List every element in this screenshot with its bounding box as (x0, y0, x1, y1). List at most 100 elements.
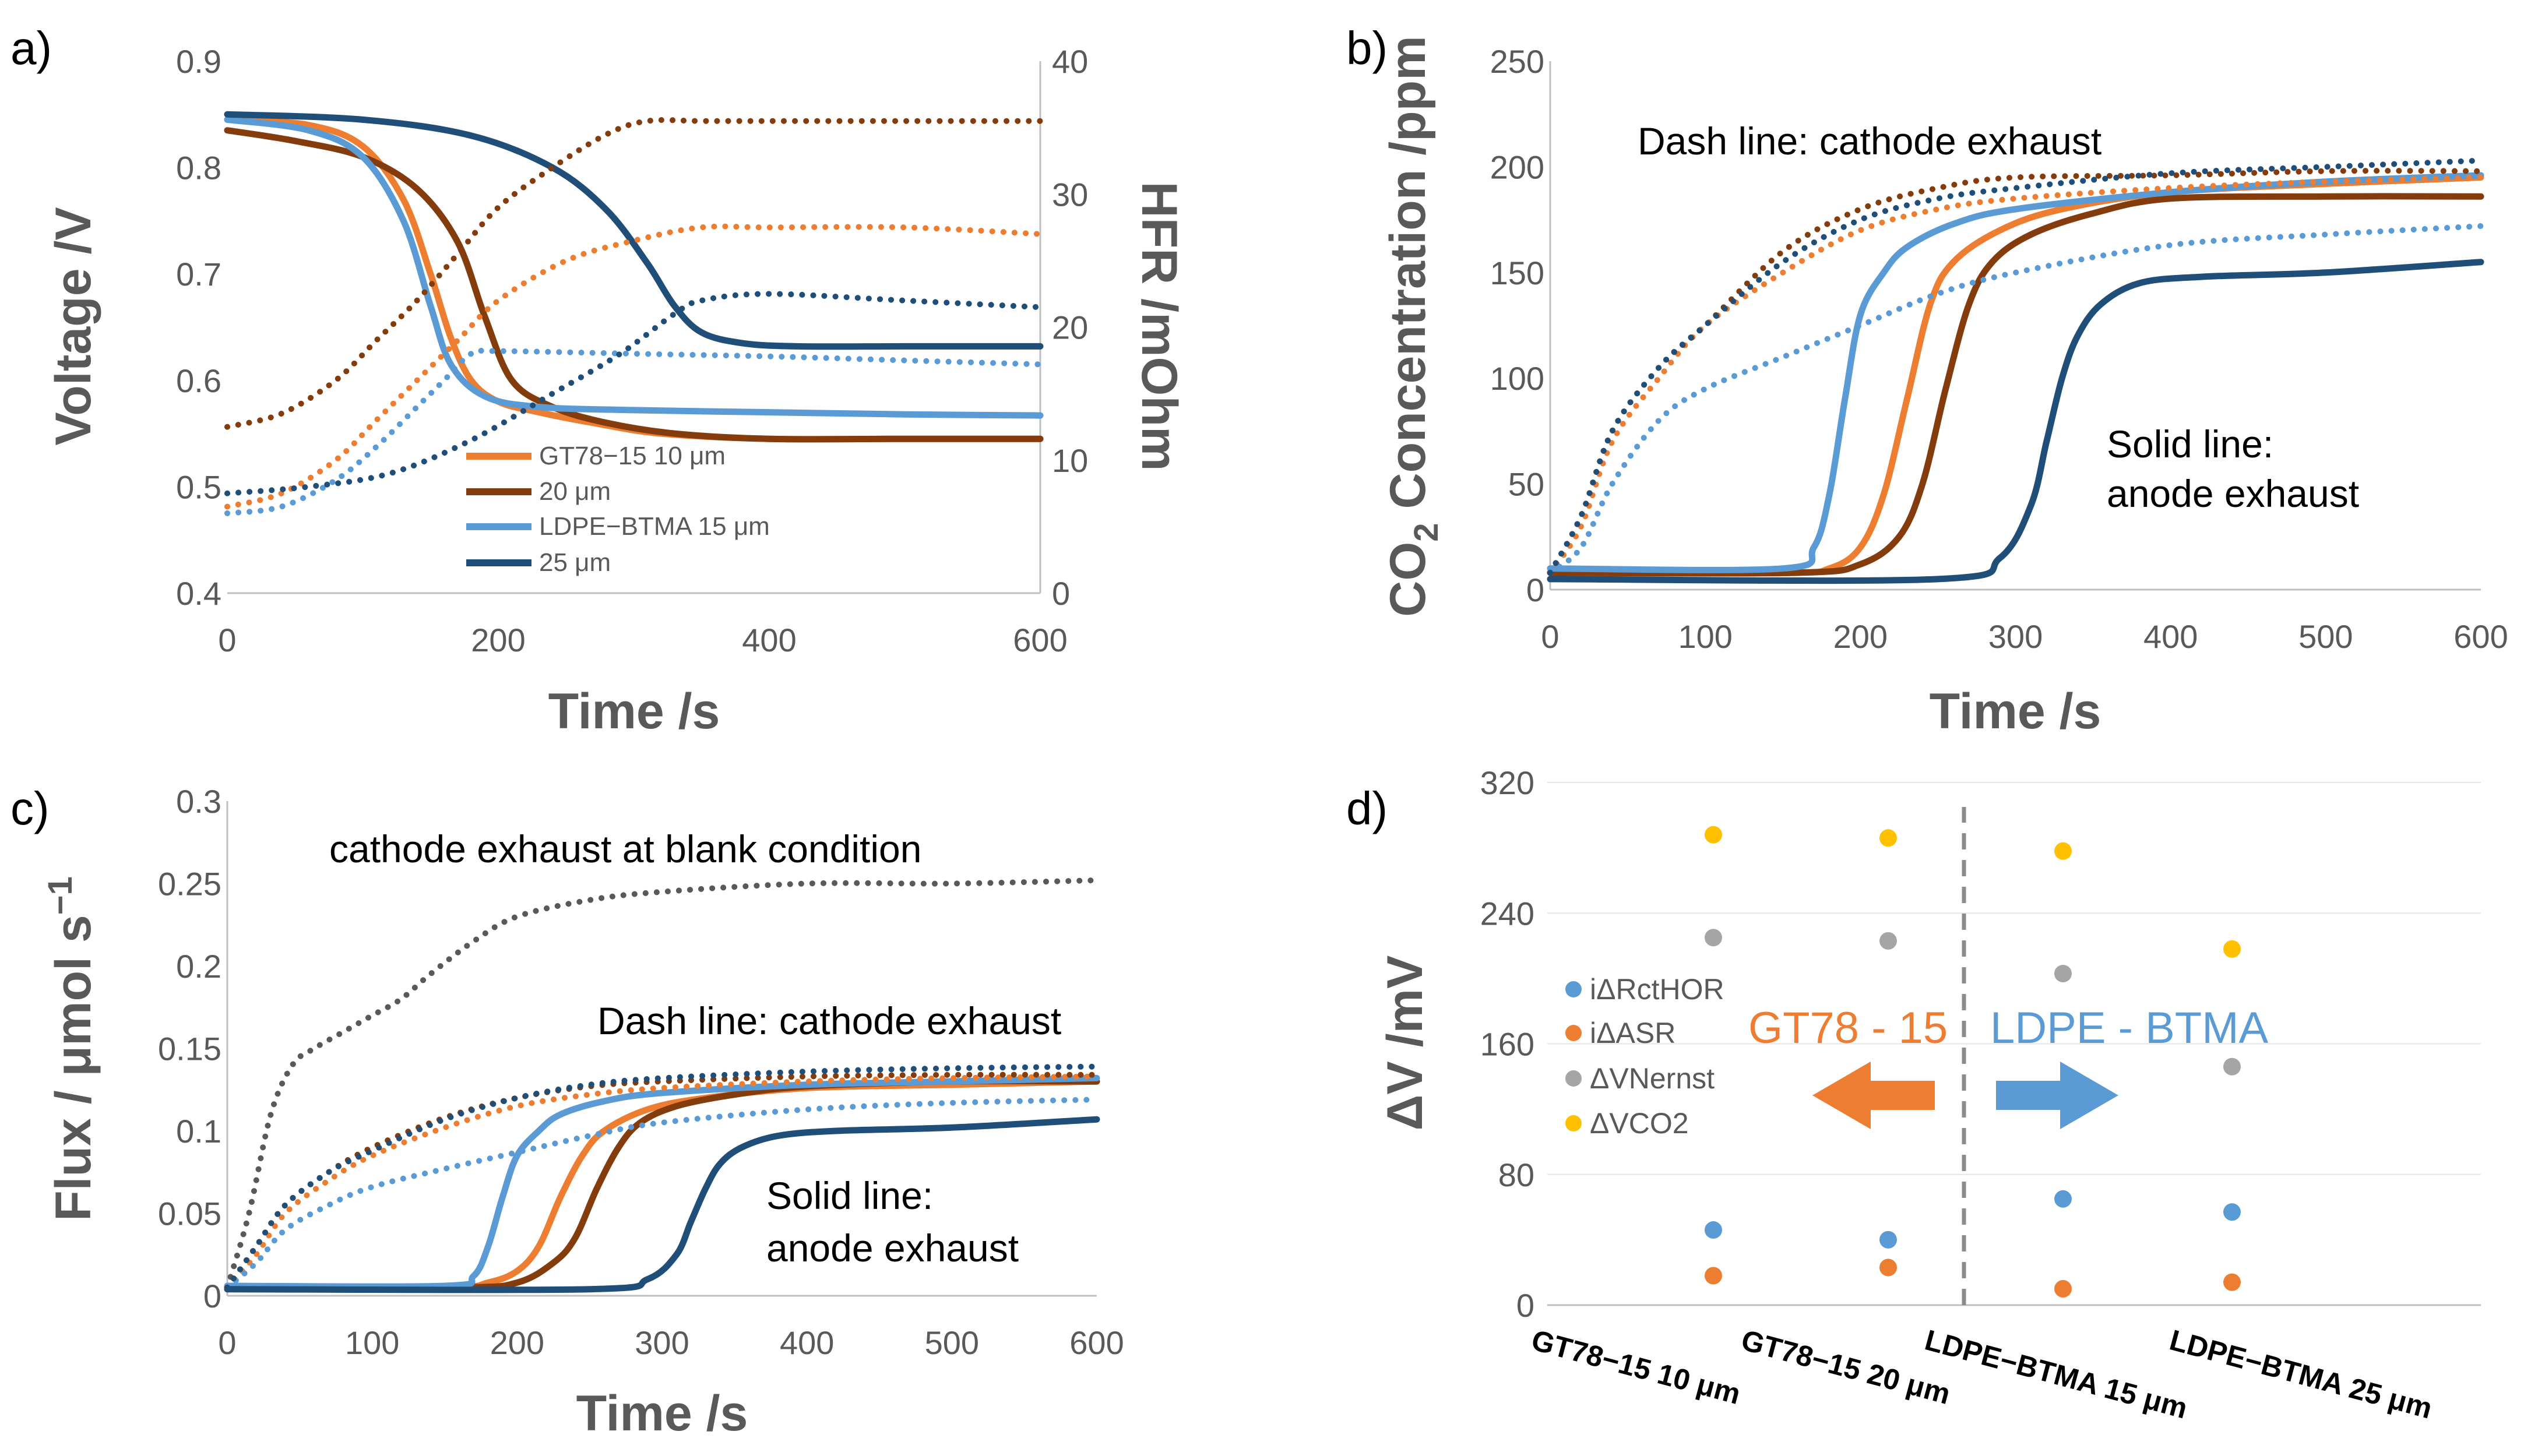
category-label: LDPE−BTMA 25 μm (2166, 1324, 2435, 1425)
panel-label-a: a) (10, 22, 52, 74)
y-tick-label: 0.1 (176, 1113, 221, 1150)
data-point (2223, 940, 2241, 958)
legend-marker (1565, 981, 1582, 997)
y-tick-label: 0 (1516, 1287, 1534, 1324)
arrow-left-icon (1812, 1062, 1935, 1129)
category-label: GT78−15 10 μm (1528, 1324, 1744, 1411)
series-line (224, 1116, 1100, 1293)
y2-tick-label: 30 (1052, 176, 1088, 213)
data-point (1879, 829, 1897, 847)
series-line (224, 111, 1044, 350)
x-tick-label: 300 (1988, 618, 2043, 655)
chart-panel-b: b) 0 100 200 300 400 500 600 0 50 100 150 200 250 Time… (1346, 22, 2508, 739)
annotation-solid-line: Solid line: (2107, 422, 2273, 466)
series-line (224, 116, 1044, 419)
y-tick-label: 0 (1526, 572, 1544, 608)
y-tick-label: 0.25 (158, 866, 221, 902)
y-axis-title: ΔV /mV (1377, 956, 1433, 1131)
series-line (224, 1073, 1100, 1291)
x-tick-label: 400 (742, 622, 796, 658)
annotation-solid-line: Solid line: (766, 1174, 933, 1217)
series-line (1547, 172, 2484, 573)
y-tick-label: 0.05 (158, 1196, 221, 1232)
data-point (1705, 929, 1722, 947)
legend-entry: 20 μm (539, 477, 611, 506)
y-tick-label: 240 (1480, 895, 1534, 932)
legend-entry: iΔRctHOR (1590, 973, 1724, 1006)
y-axis-title-main: Flux / μmol s (45, 915, 101, 1221)
series-line (224, 116, 1044, 443)
y-axis-title-co: CO (1380, 542, 1436, 617)
data-point (1705, 1267, 1722, 1285)
data-point (2223, 1273, 2241, 1291)
data-point (1705, 1221, 1722, 1239)
x-tick-label: 100 (345, 1324, 399, 1361)
x-tick-label: 600 (2453, 618, 2508, 655)
y-axis-title: Flux / μmol s−1 (41, 876, 101, 1221)
x-tick-label: 100 (1678, 618, 1732, 655)
annotation-dash-line: Dash line: cathode exhaust (1638, 119, 2101, 163)
panel-label-b: b) (1346, 22, 1388, 74)
series-line (224, 291, 1043, 496)
panel-label-c: c) (10, 782, 50, 834)
series-line (1547, 174, 2484, 576)
y-tick-label: 0.2 (176, 948, 221, 985)
y-tick-label: 160 (1480, 1026, 1534, 1063)
annotation-anode-exhaust: anode exhaust (766, 1226, 1019, 1270)
y-axis-title-sub: 2 (1407, 523, 1445, 541)
x-tick-label: 200 (471, 622, 525, 658)
legend-marker (1565, 1115, 1582, 1131)
y-axis-title-rest: Concentration /ppm (1380, 36, 1436, 523)
y-tick-label: 320 (1480, 764, 1534, 801)
y-tick-label: 0.4 (176, 575, 221, 612)
x-tick-label: 200 (490, 1324, 544, 1361)
data-point (1705, 826, 1722, 844)
x-tick-label: 600 (1069, 1324, 1124, 1361)
group-label-ldpe: LDPE - BTMA (1990, 1003, 2268, 1053)
legend-marker (1565, 1025, 1582, 1041)
y-tick-label: 0.9 (176, 43, 221, 80)
series-line (224, 117, 1043, 430)
series-line (1547, 259, 2484, 584)
y-tick-label: 100 (1490, 360, 1544, 397)
x-tick-label: 300 (635, 1324, 689, 1361)
series-line (1547, 157, 2484, 576)
data-point (2054, 1190, 2072, 1208)
series-line (224, 1097, 1100, 1291)
chart-panel-a: a) 0 200 400 600 0.4 0.5 0.6 0.7 0.8 0.9 0 10 20 30 40 T… (10, 22, 1187, 739)
legend-entry: GT78−15 10 μm (539, 442, 726, 470)
series-line (1547, 223, 2484, 576)
series-line (224, 127, 1044, 443)
annotation-anode-exhaust: anode exhaust (2107, 472, 2359, 515)
x-tick-label: 600 (1013, 622, 1067, 658)
series-line (224, 1074, 1100, 1290)
y-tick-label: 0.7 (176, 256, 221, 292)
y-axis-title-sup: −1 (41, 876, 79, 915)
legend-entry: iΔASR (1590, 1017, 1675, 1049)
y-tick-label: 50 (1508, 466, 1544, 503)
x-tick-label: 400 (780, 1324, 834, 1361)
series-line (224, 347, 1043, 516)
x-tick-label: 500 (2298, 618, 2353, 655)
x-axis-title: Time /s (1930, 683, 2101, 739)
y-tick-label: 150 (1490, 255, 1544, 291)
data-point (1879, 1231, 1897, 1249)
y-axis-title: Voltage /V (45, 207, 101, 445)
data-point (2054, 842, 2072, 860)
group-label-gt78: GT78 - 15 (1748, 1003, 1948, 1053)
y-tick-label: 0.6 (176, 362, 221, 399)
annotation-blank-condition: cathode exhaust at blank condition (329, 827, 921, 870)
y2-tick-label: 20 (1052, 309, 1088, 346)
data-point (2223, 1057, 2241, 1076)
y2-tick-label: 0 (1052, 575, 1070, 612)
data-point (2054, 1279, 2072, 1298)
legend-entry: ΔVNernst (1590, 1062, 1715, 1095)
y-tick-label: 0 (203, 1278, 221, 1314)
y-tick-label: 200 (1490, 149, 1544, 185)
category-label: LDPE−BTMA 15 μm (1921, 1324, 2191, 1425)
x-tick-label: 0 (218, 622, 236, 658)
y-tick-label: 250 (1490, 43, 1544, 80)
y-axis-title: CO2 Concentration /ppm (1380, 36, 1445, 616)
